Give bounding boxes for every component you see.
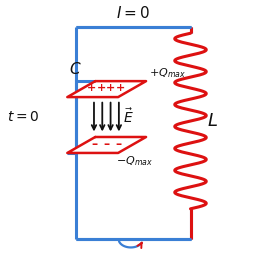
Text: +: + — [87, 83, 96, 93]
Text: –: – — [115, 139, 121, 151]
Text: $+Q_{max}$: $+Q_{max}$ — [149, 66, 186, 80]
Text: +: + — [97, 83, 106, 93]
Polygon shape — [67, 81, 146, 97]
Polygon shape — [67, 137, 146, 153]
Text: $-Q_{max}$: $-Q_{max}$ — [116, 154, 153, 168]
Text: $t = 0$: $t = 0$ — [7, 110, 39, 124]
Text: $C$: $C$ — [69, 61, 81, 77]
Text: $\vec{E}$: $\vec{E}$ — [123, 108, 134, 126]
Text: $L$: $L$ — [207, 112, 218, 130]
Text: –: – — [103, 139, 109, 151]
Text: +: + — [106, 83, 116, 93]
Text: –: – — [91, 139, 97, 151]
Text: $I = 0$: $I = 0$ — [116, 5, 150, 21]
Text: +: + — [116, 83, 125, 93]
